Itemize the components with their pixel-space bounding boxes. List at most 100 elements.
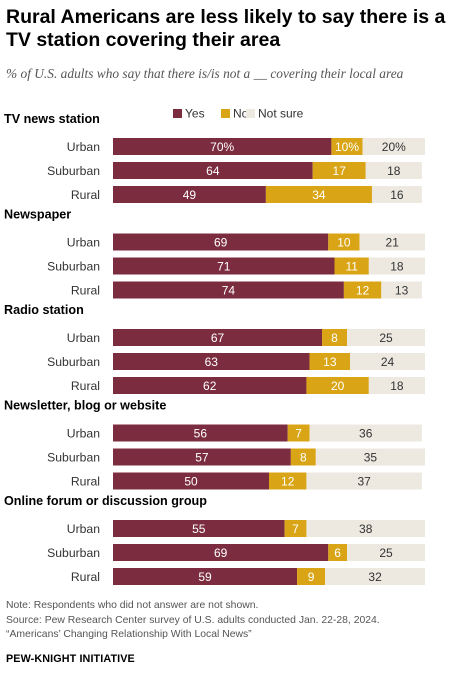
bar-segment (309, 353, 351, 370)
bar-segment (328, 233, 360, 251)
row-label: Suburban (47, 355, 100, 369)
row-label: Suburban (47, 546, 100, 560)
legend-yes-swatch (173, 109, 182, 118)
bar-segment (306, 472, 422, 490)
data-label: 17 (333, 164, 347, 178)
source-line: Source: Pew Research Center survey of U.… (6, 614, 380, 626)
bar-segment (365, 162, 422, 179)
row-label: Urban (67, 522, 100, 536)
data-label: 74 (222, 283, 236, 297)
bar-segment (331, 138, 363, 155)
data-label: 20% (382, 140, 406, 154)
group-heading: TV news station (4, 112, 100, 126)
bar-segment (347, 544, 425, 561)
group-heading: Newsletter, blog or website (4, 399, 166, 413)
data-label: 69 (214, 546, 228, 560)
data-label: 36 (359, 426, 373, 440)
data-label: 8 (300, 450, 307, 464)
row-label: Rural (71, 570, 100, 584)
bar-segment (113, 520, 285, 537)
bar-segment (113, 233, 329, 251)
data-label: 25 (379, 546, 393, 560)
legend-no-swatch (221, 109, 230, 118)
data-label: 11 (345, 259, 358, 273)
data-label: 6 (334, 546, 341, 560)
row-label: Suburban (47, 450, 100, 464)
data-label: 38 (359, 522, 373, 536)
note-line: Note: Respondents who did not answer are… (6, 600, 259, 611)
bar-segment (113, 424, 288, 442)
data-label: 69 (214, 235, 228, 249)
data-label: 64 (206, 164, 220, 178)
bar-segment (359, 233, 425, 251)
row-label: Urban (67, 140, 100, 154)
bar-segment (113, 568, 298, 585)
data-label: 63 (205, 355, 219, 369)
data-label: 70% (210, 140, 234, 154)
data-label: 49 (183, 188, 197, 202)
bar-segment (381, 281, 422, 299)
data-label: 13 (395, 283, 409, 297)
chart-subtitle: % of U.S. adults who say that there is/i… (6, 66, 404, 81)
group-heading: Newspaper (4, 208, 71, 222)
bar-segment (309, 424, 422, 442)
bar-segment (371, 186, 422, 203)
bar-segment (325, 568, 425, 585)
group-heading: Radio station (4, 303, 84, 317)
bar-segment (368, 257, 425, 275)
report-title-line: “Americans’ Changing Relationship With L… (6, 629, 252, 640)
bar-segment (322, 329, 347, 346)
bar-segment (113, 448, 291, 466)
data-label: 10% (335, 140, 359, 154)
data-label: 8 (331, 331, 338, 345)
data-label: 18 (387, 164, 401, 178)
bar-segment (284, 520, 307, 537)
org-credit: PEW-KNIGHT INITIATIVE (6, 653, 135, 665)
data-label: 7 (295, 426, 302, 440)
bar-segment (113, 353, 310, 370)
data-label: 37 (357, 474, 371, 488)
data-label: 18 (390, 379, 404, 393)
bar-segment (265, 186, 372, 203)
data-label: 56 (194, 426, 208, 440)
data-label: 67 (211, 331, 225, 345)
data-label: 10 (337, 235, 351, 249)
bar-segment (368, 377, 425, 394)
bar-segment (113, 329, 323, 346)
bar-segment (306, 377, 369, 394)
row-label: Urban (67, 426, 100, 440)
bar-segment (113, 186, 266, 203)
legend-yes-label: Yes (185, 107, 205, 121)
data-label: 34 (312, 188, 326, 202)
chart-title: Rural Americans are less likely to say t… (6, 6, 446, 51)
bar-segment (306, 520, 425, 537)
bar-segment (113, 257, 335, 275)
row-label: Rural (71, 188, 100, 202)
data-label: 55 (192, 522, 206, 536)
row-label: Rural (71, 283, 100, 297)
bar-segment (312, 162, 366, 179)
data-label: 9 (308, 570, 315, 584)
legend-no-label: No (233, 107, 249, 121)
data-label: 62 (203, 379, 217, 393)
data-label: 32 (368, 570, 382, 584)
legend-not-sure-swatch (246, 109, 255, 118)
bar-segment (350, 353, 425, 370)
row-label: Urban (67, 235, 100, 249)
stacked-bar-chart: Yes No Not sure TV news station Urban 70% 10% 2… (4, 107, 425, 585)
data-label: 35 (364, 450, 378, 464)
data-label: 24 (381, 355, 395, 369)
legend-not-sure-label: Not sure (258, 107, 304, 121)
notes-block: Note: Respondents who did not answer are… (6, 599, 472, 643)
data-label: 7 (292, 522, 299, 536)
bar-segment (343, 281, 382, 299)
bar-segment (362, 138, 425, 155)
bar-segment (113, 162, 313, 179)
row-label: Rural (71, 379, 100, 393)
bar-segment (113, 281, 344, 299)
row-label: Urban (67, 331, 100, 345)
bar-segment (290, 448, 316, 466)
data-label: 59 (198, 570, 212, 584)
row-label: Suburban (47, 259, 100, 273)
data-label: 12 (281, 474, 295, 488)
